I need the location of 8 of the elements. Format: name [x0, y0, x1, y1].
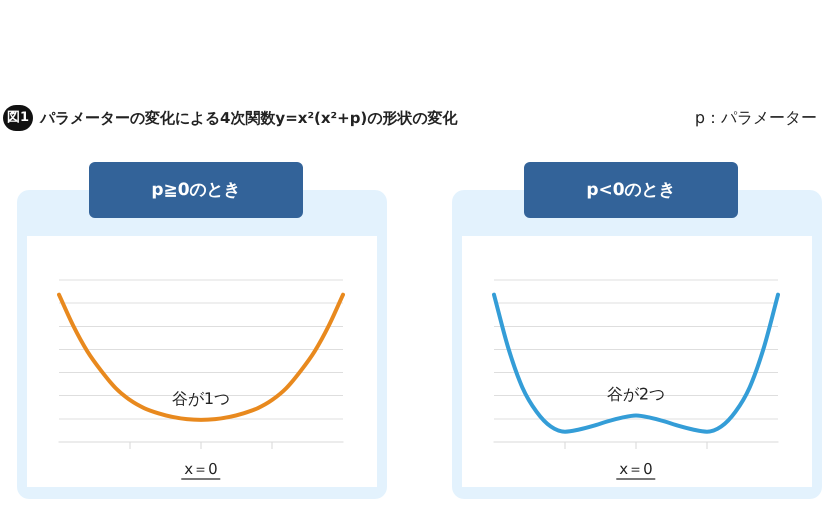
text: 図1 パラメーターの変化による4次関数y=x²(x²+p)の形状の変化 [6, 108, 458, 129]
text: p：パラメーター [694, 107, 817, 129]
chart-title: p<0のとき [524, 162, 738, 218]
annotation: 谷が2つ [606, 384, 666, 404]
annotation: 谷が1つ [172, 389, 230, 408]
chart-title: p≧0のとき [89, 162, 303, 218]
x-axis-title: x＝0 [616, 460, 656, 480]
x-axis-title: x＝0 [181, 460, 221, 480]
